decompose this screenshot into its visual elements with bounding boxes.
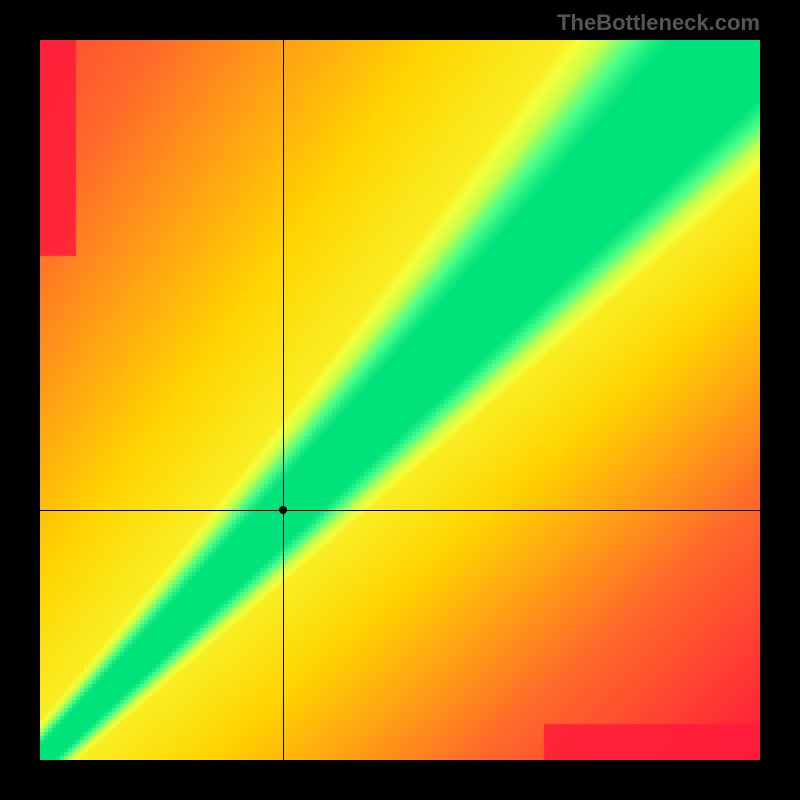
chart-container: TheBottleneck.com bbox=[0, 0, 800, 800]
selection-point[interactable] bbox=[279, 506, 287, 514]
crosshair-horizontal-line bbox=[40, 510, 760, 511]
bottleneck-heatmap-canvas bbox=[40, 40, 760, 760]
watermark-text: TheBottleneck.com bbox=[557, 10, 760, 36]
crosshair-vertical-line bbox=[283, 40, 284, 760]
